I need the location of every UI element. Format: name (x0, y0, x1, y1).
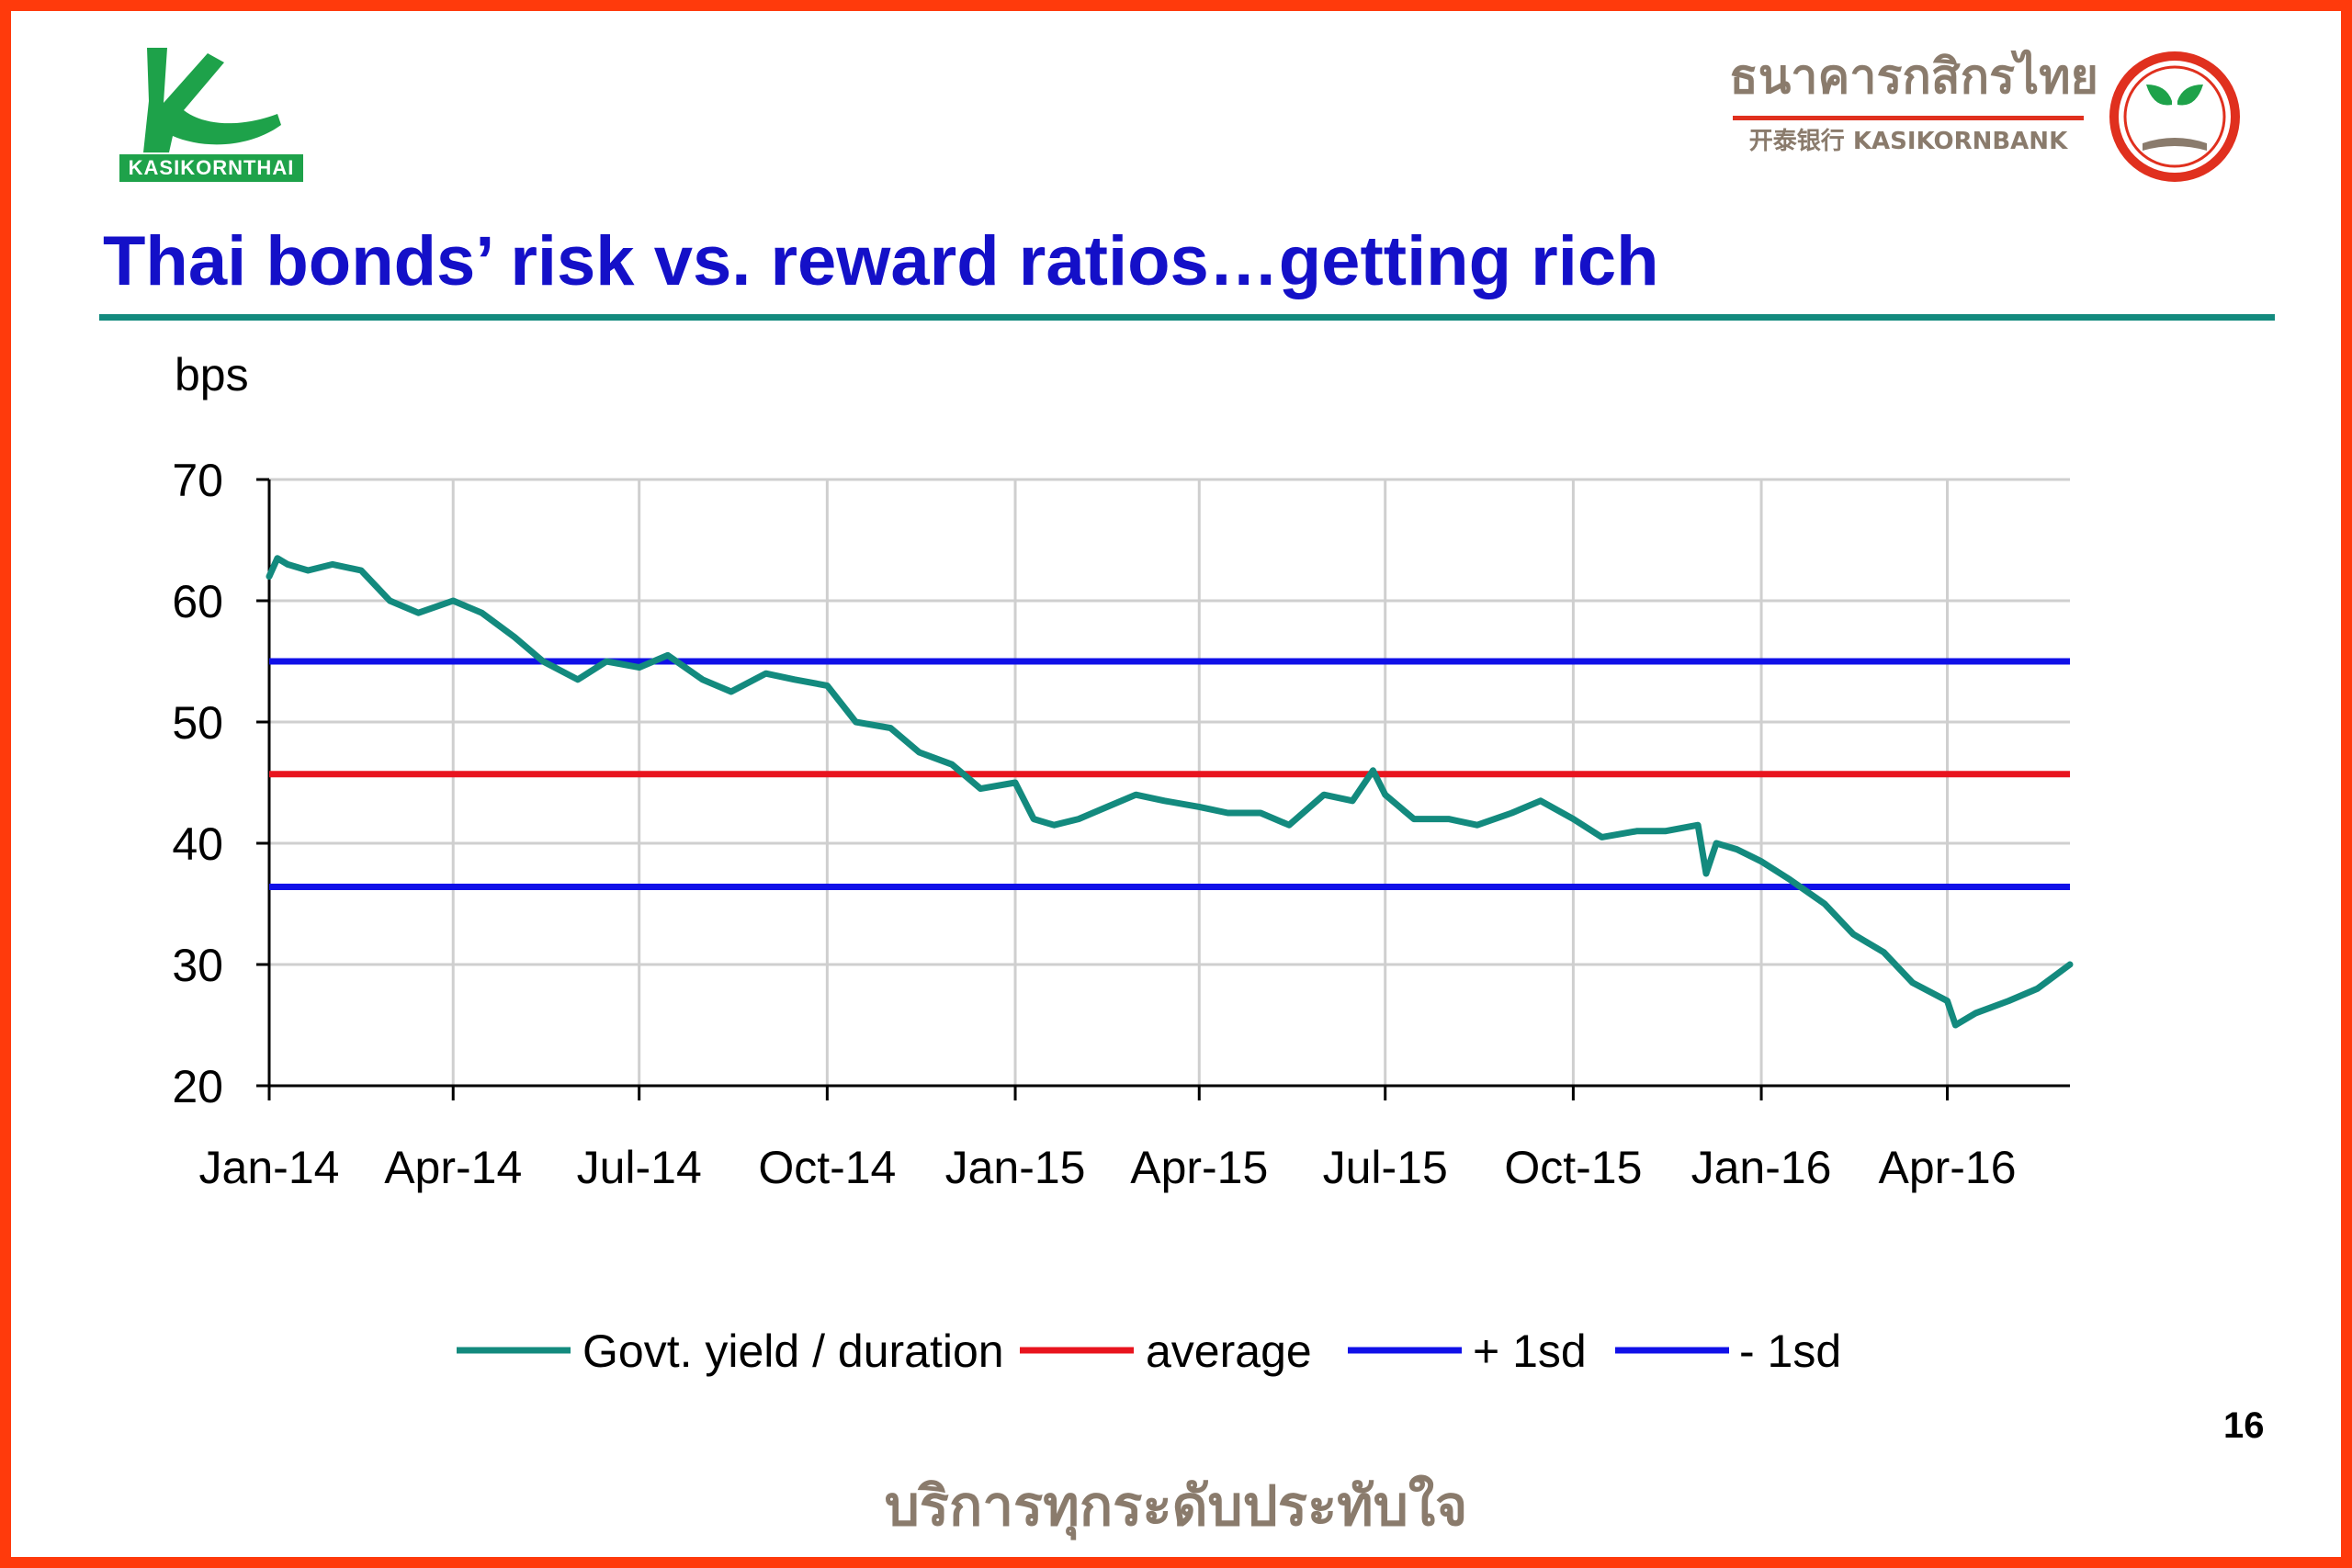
y-axis-label: bps (175, 349, 249, 400)
y-tick-label: 40 (172, 818, 223, 870)
kasikornthai-logo-icon (143, 48, 281, 152)
legend-label: average (1146, 1325, 1312, 1377)
kasikornthai-logo: KASIKORNTHAI (119, 46, 309, 193)
bank-name-underline (1733, 116, 2084, 120)
x-tick-label: Apr-14 (384, 1142, 522, 1193)
series-line (266, 555, 2074, 1029)
kasikornbank-emblem-icon (2109, 51, 2240, 182)
bank-name-thai: ธนาคารกสิกรไทย (1729, 49, 2098, 105)
legend-label: + 1sd (1473, 1325, 1587, 1377)
y-tick-label: 60 (172, 576, 223, 627)
x-tick-label: Jan-16 (1691, 1142, 1832, 1193)
x-tick-label: Oct-14 (758, 1142, 896, 1193)
title-underline (99, 314, 2275, 321)
y-tick-label: 30 (172, 940, 223, 991)
legend-label: Govt. yield / duration (582, 1325, 1004, 1377)
legend-label: - 1sd (1739, 1325, 1841, 1377)
x-tick-label: Oct-15 (1504, 1142, 1642, 1193)
x-tick-label: Jul-15 (1323, 1142, 1448, 1193)
bank-name-english: 开泰银行 KASIKORNBANK (1748, 128, 2068, 155)
y-tick-label: 70 (172, 455, 223, 506)
x-tick-label: Apr-16 (1878, 1142, 2016, 1193)
kasikornbank-logo: ธนาคารกสิกรไทย 开泰银行 KASIKORNBANK (1729, 48, 2244, 186)
x-tick-label: Jan-15 (945, 1142, 1086, 1193)
x-tick-label: Jan-14 (199, 1142, 340, 1193)
footer-slogan: บริการทุกระดับประทับใจ (884, 1474, 1468, 1539)
kasikornthai-badge: KASIKORNTHAI (119, 154, 303, 182)
slide-title: Thai bonds’ risk vs. reward ratios…getti… (103, 222, 1659, 300)
x-tick-label: Apr-15 (1130, 1142, 1268, 1193)
y-tick-label: 50 (172, 697, 223, 749)
x-tick-label: Jul-14 (577, 1142, 702, 1193)
page-number: 16 (2223, 1405, 2265, 1446)
y-tick-label: 20 (172, 1061, 223, 1112)
